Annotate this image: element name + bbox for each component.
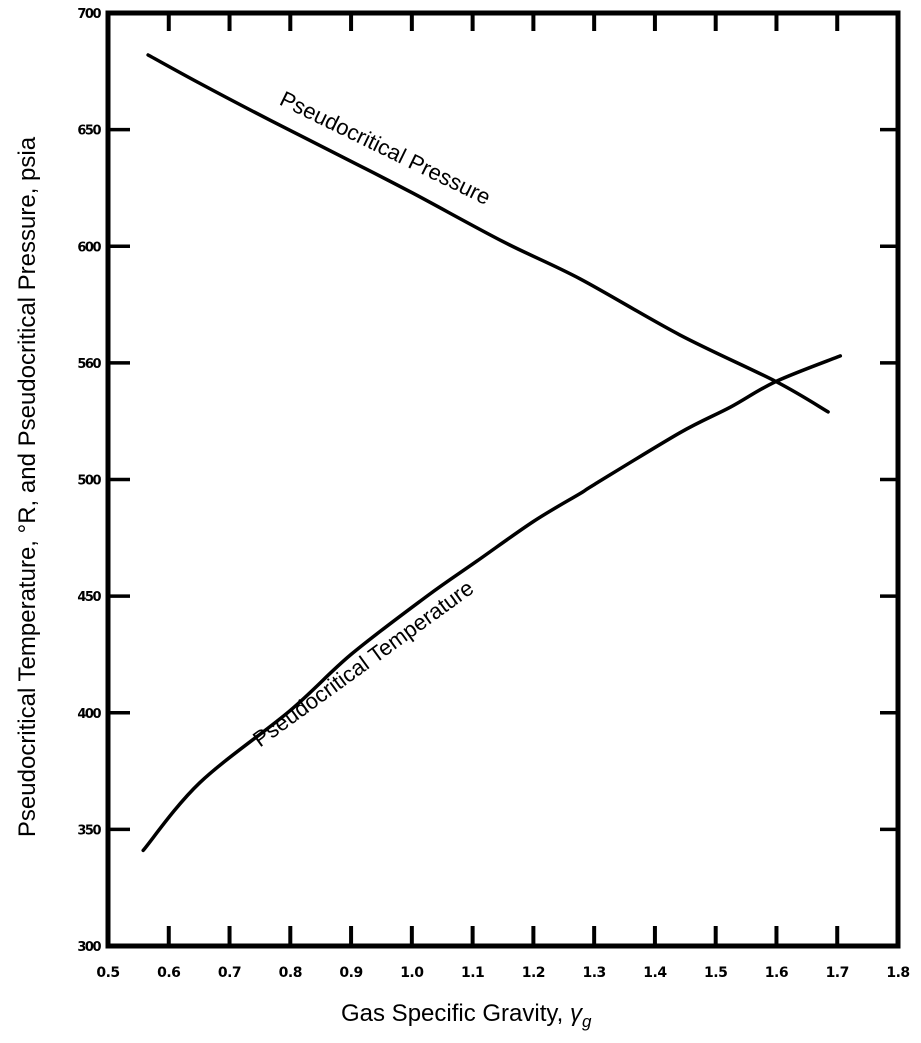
plot-frame	[105, 10, 901, 949]
x-tick-label: 0.8	[279, 965, 302, 981]
y-tick-label: 700	[77, 7, 101, 22]
curves	[141, 53, 843, 853]
y-tick-label: 450	[77, 590, 101, 605]
y-tick-label: 350	[77, 823, 101, 838]
x-tick-label: 1.5	[704, 965, 727, 981]
y-tick-label: 650	[77, 124, 101, 139]
x-tick-label: 0.9	[339, 965, 362, 981]
pseudocritical-temperature-label: Pseudocritical Temperature	[248, 575, 478, 752]
x-axis-title: Gas Specific Gravity, γg	[341, 1000, 592, 1031]
x-tick-label: 0.5	[96, 965, 119, 981]
y-axis-title: Pseudocritical Temperature, °R, and Pseu…	[14, 136, 41, 837]
x-tick-label: 1.8	[886, 965, 909, 981]
y-tick-label: 300	[77, 940, 101, 955]
x-tick-label: 1.3	[582, 965, 605, 981]
curve-labels: Pseudocritical Pressure Pseudocritical Te…	[248, 86, 495, 752]
pseudocritical-pressure-label: Pseudocritical Pressure	[276, 86, 495, 210]
x-tick-label: 1.7	[826, 965, 849, 981]
x-tick-label: 1.0	[400, 965, 424, 981]
axis-ticks	[108, 13, 898, 946]
tick-labels: 0.5 0.6 0.7 0.8 0.9 1.0 1.1 1.2 1.3 1.4 1.5 1.6 1.7 1…	[77, 7, 910, 981]
x-tick-label: 0.7	[218, 965, 241, 981]
pseudocritical-temperature-curve	[141, 354, 843, 853]
x-tick-label: 1.6	[765, 965, 788, 981]
x-tick-label: 0.6	[157, 965, 180, 981]
y-tick-label: 500	[77, 474, 101, 489]
y-tick-label: 400	[77, 707, 101, 722]
y-tick-label: 560	[77, 357, 101, 372]
y-tick-label: 600	[77, 240, 101, 255]
pseudocritical-pressure-curve	[146, 53, 830, 414]
x-tick-label: 1.4	[643, 965, 667, 981]
x-tick-label: 1.1	[461, 965, 484, 981]
x-tick-label: 1.2	[522, 965, 545, 981]
